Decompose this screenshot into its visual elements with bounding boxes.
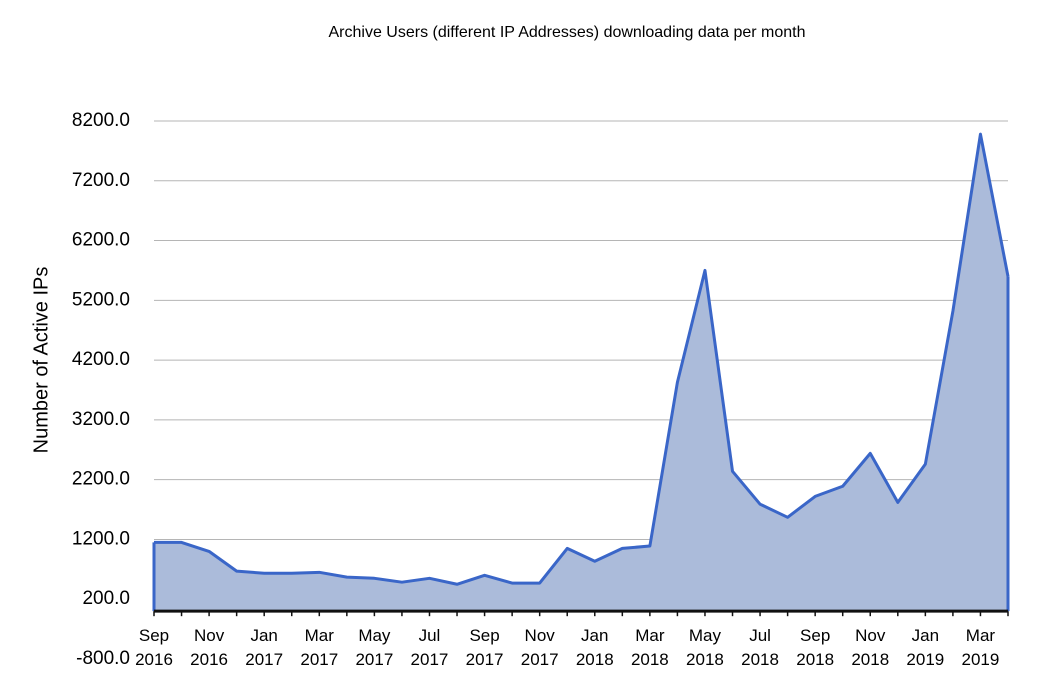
y-tick-label: 200.0 <box>82 588 130 609</box>
x-tick-label: Jan 2017 <box>245 626 284 669</box>
x-tick-label: Jan 2018 <box>575 626 614 669</box>
x-tick-label: Nov 2018 <box>851 626 890 669</box>
area-line <box>154 132 1010 586</box>
y-tick-label: 1200.0 <box>72 528 130 549</box>
y-tick-label: 3200.0 <box>72 409 130 430</box>
x-tick-label: Sep 2016 <box>135 626 173 669</box>
y-tick-label: 8200.0 <box>72 110 130 131</box>
area-fill <box>154 134 1008 612</box>
x-tick-label: Sep 2017 <box>465 626 504 669</box>
x-tick-label: Mar 2019 <box>961 626 1000 669</box>
x-tick-label: Mar 2017 <box>300 626 339 669</box>
x-tick-label: Jul 2018 <box>741 626 779 669</box>
y-tick-label: 7200.0 <box>72 170 130 191</box>
x-tick-label: Jan 2019 <box>906 626 945 669</box>
y-tick-label: 2200.0 <box>72 469 130 490</box>
y-axis-label: Number of Active IPs <box>30 267 52 454</box>
x-tick-label: Nov 2016 <box>190 626 228 669</box>
x-tick-label: May 2017 <box>355 626 394 669</box>
x-tick-label: Mar 2018 <box>630 626 669 669</box>
chart-title: Archive Users (different IP Addresses) d… <box>329 24 806 41</box>
y-tick-label: -800.0 <box>76 648 130 669</box>
x-tick-label: Sep 2018 <box>796 626 835 669</box>
x-tick-label: Jul 2017 <box>410 626 449 669</box>
y-tick-label: 4200.0 <box>72 349 130 370</box>
x-tick-label: Nov 2017 <box>520 626 559 669</box>
y-tick-label: 5200.0 <box>72 289 130 310</box>
x-tick-label: May 2018 <box>686 626 724 669</box>
y-tick-label: 6200.0 <box>72 230 130 251</box>
